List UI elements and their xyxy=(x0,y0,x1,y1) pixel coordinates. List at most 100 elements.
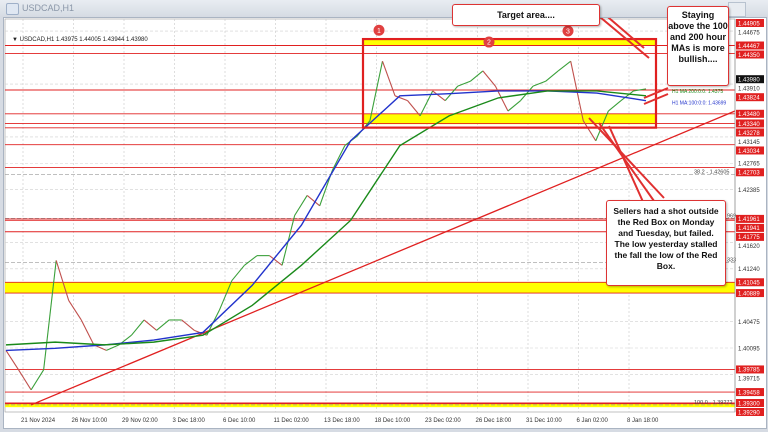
annotation-arrow xyxy=(608,125,645,205)
fib-label: 969 xyxy=(727,213,736,219)
price-segment xyxy=(156,319,170,331)
price-segment xyxy=(294,195,308,216)
annotation-arrow xyxy=(598,122,655,202)
y-axis-label: 1.39300 xyxy=(738,401,760,407)
red-box xyxy=(361,37,658,129)
y-axis-label: 1.42385 xyxy=(738,188,760,194)
price-segment xyxy=(494,85,509,112)
price-segment xyxy=(394,95,408,102)
price-segment xyxy=(231,264,245,281)
price-tag xyxy=(736,399,764,408)
price-segment xyxy=(608,100,622,112)
peak-marker-label: 2 xyxy=(487,40,491,47)
window-title: USDCAD,H1 xyxy=(22,3,75,13)
price-segment xyxy=(68,300,82,321)
price-segment xyxy=(620,90,634,102)
price-segment xyxy=(457,80,471,87)
peak-marker-label: 1 xyxy=(377,28,381,35)
chart-window-icon xyxy=(6,3,19,15)
y-axis-label: 1.41941 xyxy=(738,226,760,232)
y-axis-label: 1.41240 xyxy=(738,267,760,273)
note-sellers: Sellers had a shot outside the Red Box o… xyxy=(606,200,726,286)
peak-marker xyxy=(483,36,495,48)
annotation-arrow xyxy=(599,18,650,59)
price-tag xyxy=(736,365,764,374)
x-tick-label: 3 Dec 18:00 xyxy=(173,418,206,424)
peak-marker xyxy=(562,25,574,37)
price-segment xyxy=(469,70,484,82)
price-tag xyxy=(736,146,764,155)
price-segment xyxy=(18,369,32,391)
peak-marker-label: 3 xyxy=(566,28,570,35)
price-segment xyxy=(181,319,195,331)
price-tag xyxy=(736,109,764,118)
y-axis-label: 1.43034 xyxy=(738,149,760,155)
price-tag xyxy=(736,128,764,137)
price-segment xyxy=(131,319,145,336)
price-tag xyxy=(736,214,764,223)
y-axis-label: 1.40475 xyxy=(738,320,760,326)
price-segment xyxy=(106,344,120,351)
price-segment xyxy=(407,100,421,117)
price-segment xyxy=(244,255,258,266)
price-segment xyxy=(218,280,233,311)
price-segment xyxy=(545,70,559,82)
fib-label: 100.0 - 1.39272 xyxy=(694,400,733,406)
x-tick-label: 11 Dec 02:00 xyxy=(274,418,310,424)
y-axis-label: 1.43980 xyxy=(738,77,760,83)
y-axis-label: 1.44675 xyxy=(738,30,760,36)
yellow-zone xyxy=(5,282,735,294)
price-segment xyxy=(482,70,496,87)
symbol-info: ▼ USDCAD,H1 1.43975 1.44005 1.43944 1.43… xyxy=(12,37,148,43)
y-axis-label: 1.43910 xyxy=(738,86,760,92)
x-tick-label: 21 Nov 2024 xyxy=(21,418,56,424)
y-axis-label: 1.39290 xyxy=(738,410,760,416)
yellow-zone xyxy=(363,39,656,46)
x-tick-label: 23 Dec 02:00 xyxy=(425,418,461,424)
price-segment xyxy=(143,319,157,331)
price-tag xyxy=(736,388,764,397)
annotation-arrow xyxy=(643,87,669,99)
price-tag xyxy=(736,41,764,50)
price-tag xyxy=(736,168,764,177)
price-segment xyxy=(331,145,346,171)
y-axis-label: 1.41961 xyxy=(738,217,760,223)
fib-label: 333 xyxy=(727,257,736,263)
price-segment xyxy=(306,195,321,207)
y-axis-label: 1.44905 xyxy=(738,21,760,27)
y-axis-label: 1.42765 xyxy=(738,162,760,168)
price-segment xyxy=(269,255,283,266)
price-tag xyxy=(736,408,764,417)
y-axis-label: 1.41045 xyxy=(738,281,760,287)
price-segment xyxy=(381,61,396,96)
y-axis-label: 1.43278 xyxy=(738,131,760,137)
x-tick-label: 26 Dec 18:00 xyxy=(476,418,512,424)
price-segment xyxy=(5,350,20,371)
trendline xyxy=(30,110,736,406)
y-axis-label: 1.43145 xyxy=(738,140,760,146)
price-tag xyxy=(736,75,764,84)
price-segment xyxy=(532,80,546,87)
y-axis-label: 1.40889 xyxy=(738,291,760,297)
price-tag xyxy=(736,93,764,102)
price-tag xyxy=(736,278,764,287)
annotation-arrow xyxy=(643,93,669,105)
x-tick-label: 31 Dec 10:00 xyxy=(526,418,562,424)
yellow-zone xyxy=(5,403,735,408)
price-tag xyxy=(736,232,764,241)
y-axis-label: 1.43824 xyxy=(738,95,760,101)
x-tick-label: 6 Jan 02:00 xyxy=(577,418,609,424)
annotation-arrow xyxy=(588,117,665,199)
x-tick-label: 26 Nov 10:00 xyxy=(72,418,108,424)
x-tick-label: 18 Dec 10:00 xyxy=(375,418,411,424)
y-axis-label: 1.41620 xyxy=(738,244,760,250)
y-axis-label: 1.39715 xyxy=(738,377,760,383)
yellow-zone xyxy=(363,113,656,125)
price-segment xyxy=(557,60,572,72)
y-axis-label: 1.43340 xyxy=(738,122,760,128)
window-close-button[interactable] xyxy=(728,2,746,17)
y-axis-label: 1.41775 xyxy=(738,235,760,241)
x-tick-label: 13 Dec 18:00 xyxy=(324,418,360,424)
y-axis-label: 1.44350 xyxy=(738,53,760,59)
price-segment xyxy=(80,319,95,346)
